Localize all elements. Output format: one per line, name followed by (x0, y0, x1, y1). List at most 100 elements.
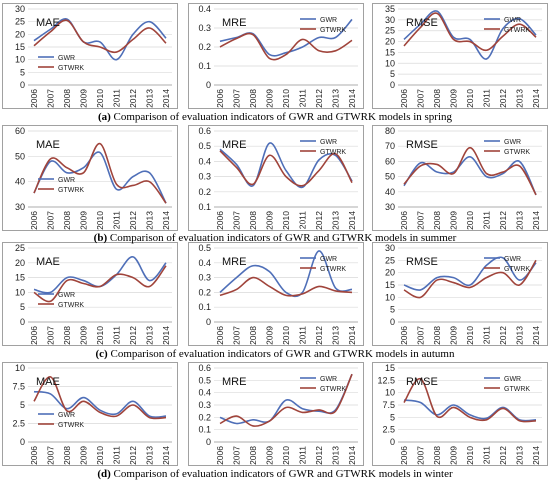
x-tick-label: 2006 (215, 89, 225, 108)
y-tick-label: 30 (385, 15, 395, 25)
caption-text: Comparison of evaluation indicators of G… (107, 348, 455, 360)
panel-title: MRE (222, 376, 246, 388)
y-tick-label: 25 (385, 26, 395, 36)
y-tick-label: 0.3 (198, 273, 211, 283)
x-tick-label: 2007 (232, 211, 242, 230)
series-line-gtwrk (33, 376, 167, 420)
x-tick-label: 2007 (46, 446, 56, 465)
y-tick-label: 5 (20, 302, 25, 312)
x-tick-label: 2007 (416, 211, 426, 230)
x-tick-label: 2007 (46, 89, 56, 108)
series-line-gtwrk (403, 259, 537, 299)
panel-title: MRE (222, 17, 246, 29)
y-tick-label: 60 (15, 126, 25, 136)
legend-label: GWR (320, 17, 337, 24)
caption-label: (c) (95, 348, 108, 360)
series-line-gwr (33, 151, 167, 204)
legend-label: GWR (320, 376, 337, 383)
x-tick-label: 2014 (161, 446, 171, 465)
panel-frame (2, 242, 178, 346)
y-tick-label: 25 (385, 255, 395, 265)
y-tick-label: 2.5 (382, 425, 395, 435)
x-tick-label: 2009 (449, 446, 459, 465)
x-tick-label: 2013 (331, 446, 341, 465)
x-tick-label: 2008 (248, 446, 258, 465)
panel-title: MRE (222, 139, 246, 151)
x-tick-label: 2009 (79, 326, 89, 345)
x-tick-label: 2010 (281, 89, 291, 108)
caption-spring: (a) Comparison of evaluation indicators … (0, 111, 550, 123)
y-tick-label: 10 (15, 287, 25, 297)
y-tick-label: 20 (385, 268, 395, 278)
series-line-gtwrk (33, 265, 167, 303)
panel-frame (372, 125, 548, 231)
legend-label: GTWRK (58, 187, 84, 194)
caption-summer: (b) Comparison of evaluation indicators … (0, 232, 550, 244)
chart-panel-autumn-rmse: 0 5 10 15 20 25 30 2006 2007 2008 2009 2010 2011 2012… (372, 242, 548, 346)
y-tick-label: 10 (385, 292, 395, 302)
series-line-gwr (219, 142, 353, 189)
x-tick-label: 2009 (449, 211, 459, 230)
y-tick-label: 5 (390, 305, 395, 315)
legend-label: GTWRK (504, 266, 530, 273)
caption-label: (a) (97, 111, 111, 123)
y-tick-label: 0.1 (198, 425, 211, 435)
chart-panel-winter-rmse: 0 2.5 5 7.5 10 12.5 15 2006 2007 2008 2009 2010 2011… (372, 362, 548, 466)
y-tick-label: 10 (15, 55, 25, 65)
y-tick-label: 0.5 (198, 375, 211, 385)
chart-panel-summer-mae: 30 40 50 60 2006 2007 2008 2009 2010 2011 2012 2013… (2, 125, 178, 231)
caption-label: (d) (97, 468, 111, 480)
x-tick-label: 2011 (112, 446, 122, 465)
panel-title: MAE (36, 17, 60, 29)
y-tick-label: 30 (15, 202, 25, 212)
x-tick-label: 2006 (29, 211, 39, 230)
y-tick-label: 0.5 (198, 141, 211, 151)
x-tick-label: 2010 (95, 211, 105, 230)
x-tick-label: 2011 (298, 211, 308, 230)
legend-label: GTWRK (320, 149, 346, 156)
series-line-gtwrk (403, 12, 537, 52)
y-tick-label: 0.4 (198, 156, 211, 166)
x-tick-label: 2013 (331, 326, 341, 345)
caption-winter: (d) Comparison of evaluation indicators … (0, 468, 550, 480)
x-tick-label: 2009 (79, 211, 89, 230)
chart-panel-autumn-mre: 0 0.1 0.2 0.3 0.4 0.5 2006 2007 2008 2009 2010 2011… (188, 242, 364, 346)
y-tick-label: 5 (20, 67, 25, 77)
chart-panel-winter-mae: 0 2.5 5 7.5 10 2006 2007 2008 2009 2010 2011 2012 20… (2, 362, 178, 466)
x-tick-label: 2012 (128, 89, 138, 108)
x-tick-label: 2011 (482, 326, 492, 345)
x-tick-label: 2011 (112, 211, 122, 230)
y-tick-label: 0 (390, 80, 395, 90)
chart-panel-spring-mre: 0 0.1 0.2 0.3 0.4 2006 2007 2008 2009 2010 2011 201… (188, 3, 364, 109)
x-tick-label: 2006 (399, 89, 409, 108)
caption-autumn: (c) Comparison of evaluation indicators … (0, 348, 550, 360)
y-tick-label: 0 (390, 317, 395, 327)
series-line-gtwrk (219, 150, 353, 187)
x-tick-label: 2008 (62, 89, 72, 108)
legend-label: GTWRK (320, 386, 346, 393)
y-tick-label: 30 (385, 202, 395, 212)
y-tick-label: 0.6 (198, 363, 211, 373)
series-line-gtwrk (403, 378, 537, 423)
y-tick-label: 0.2 (198, 42, 211, 52)
panel-title: MAE (36, 256, 60, 268)
x-tick-label: 2006 (215, 211, 225, 230)
x-tick-label: 2013 (515, 326, 525, 345)
y-tick-label: 80 (385, 126, 395, 136)
legend-label: GWR (58, 412, 75, 419)
x-tick-label: 2008 (432, 211, 442, 230)
x-tick-label: 2012 (498, 446, 508, 465)
x-tick-label: 2008 (248, 326, 258, 345)
y-tick-label: 0.3 (198, 172, 211, 182)
caption-label: (b) (93, 232, 108, 244)
y-tick-label: 15 (15, 42, 25, 52)
x-tick-label: 2010 (95, 326, 105, 345)
x-tick-label: 2010 (95, 89, 105, 108)
y-tick-label: 35 (385, 4, 395, 14)
x-tick-label: 2007 (232, 89, 242, 108)
y-tick-label: 0.2 (198, 187, 211, 197)
x-tick-label: 2009 (79, 446, 89, 465)
y-tick-label: 0.4 (198, 258, 211, 268)
y-tick-label: 0.3 (198, 23, 211, 33)
legend-label: GTWRK (504, 149, 530, 156)
